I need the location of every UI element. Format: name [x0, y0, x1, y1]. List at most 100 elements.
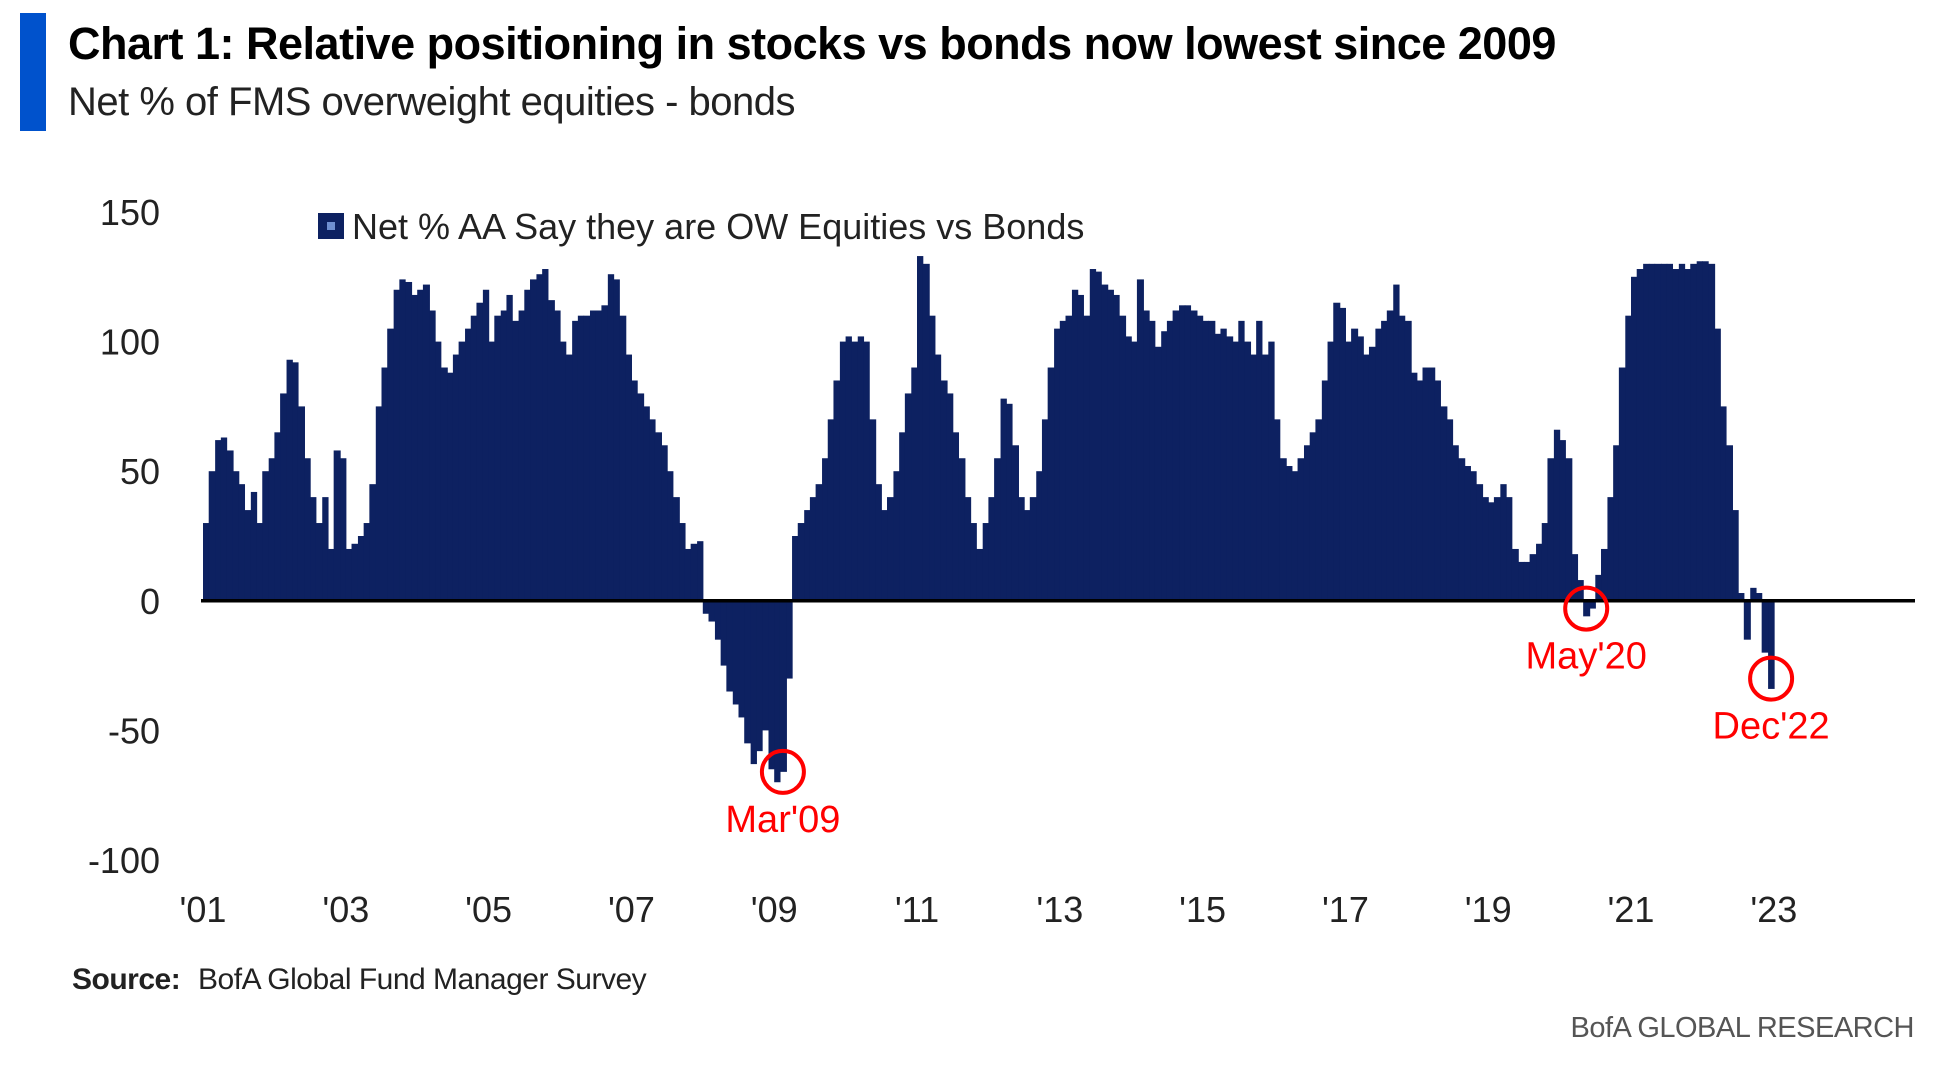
bar	[203, 523, 210, 601]
x-axis: '01 '03 '05 '07 '09 '11 '13 '15 '17 '19 '21 '23	[180, 889, 1798, 930]
y-tick-label: 50	[120, 451, 160, 492]
bar	[250, 491, 258, 601]
bar	[1482, 497, 1489, 601]
bar	[714, 600, 722, 640]
bar	[1154, 346, 1162, 601]
bar	[1720, 406, 1727, 601]
bar	[399, 279, 406, 601]
bar	[1261, 354, 1269, 601]
bar	[869, 419, 877, 601]
chart-canvas: 150 100 50 0 -50 -100 '01 '03 '05 '07 '09 '11 '13 '1…	[88, 192, 1915, 930]
bar	[208, 471, 216, 601]
bar	[1011, 445, 1019, 601]
bar	[679, 523, 686, 601]
bar	[887, 497, 895, 601]
bar	[1411, 372, 1418, 601]
bar	[804, 510, 811, 601]
bar	[940, 380, 948, 601]
x-tick-label: '19	[1465, 889, 1512, 930]
bar	[452, 354, 460, 601]
bar	[952, 432, 960, 601]
bar	[1184, 305, 1192, 601]
bar	[422, 284, 430, 601]
bar	[1458, 458, 1466, 601]
bar	[1250, 354, 1257, 601]
bar	[1351, 328, 1359, 601]
bar	[1446, 419, 1454, 601]
bar	[1339, 307, 1346, 601]
bar	[304, 458, 311, 601]
bar	[1714, 328, 1721, 601]
annotation-label: Mar'09	[725, 799, 840, 841]
bar	[637, 393, 645, 601]
legend-swatch-dot	[327, 222, 335, 230]
bar	[720, 600, 727, 666]
bar	[1428, 367, 1436, 601]
bar	[1375, 328, 1382, 601]
x-tick-label: '09	[751, 889, 798, 930]
bar	[506, 294, 513, 601]
bar	[297, 406, 305, 601]
bar	[1095, 271, 1102, 601]
bar	[904, 393, 912, 601]
bar	[1601, 548, 1609, 601]
source-label: Source:	[72, 963, 181, 996]
bar	[1196, 315, 1204, 601]
bar	[322, 497, 329, 601]
bar	[1268, 341, 1275, 601]
bar	[1321, 380, 1329, 601]
bar	[625, 354, 632, 601]
legend: Net % AA Say they are OW Equities vs Bon…	[318, 206, 1084, 247]
bar	[1732, 510, 1739, 601]
bar	[256, 523, 263, 601]
y-tick-label: 150	[100, 192, 160, 233]
bar	[417, 289, 424, 601]
bar	[435, 341, 442, 601]
bar	[1054, 328, 1061, 601]
bar	[833, 380, 841, 601]
bar	[1743, 600, 1751, 640]
bar	[1131, 341, 1138, 601]
bar	[786, 600, 793, 679]
bar	[1065, 315, 1073, 601]
bar	[369, 484, 377, 601]
bar	[268, 458, 275, 601]
bar	[982, 523, 989, 601]
bar	[929, 315, 936, 601]
bar	[1708, 263, 1716, 601]
bar	[1476, 484, 1484, 601]
bar	[643, 406, 650, 601]
bar	[1583, 600, 1591, 617]
bar	[732, 600, 740, 705]
bar	[1518, 561, 1525, 601]
bar	[536, 274, 543, 601]
bar	[1232, 341, 1239, 601]
bar	[1511, 548, 1519, 601]
bar	[1190, 310, 1198, 601]
bar	[654, 432, 662, 601]
bar	[1125, 336, 1132, 601]
bar	[393, 289, 400, 601]
bar	[1291, 471, 1299, 601]
bar	[238, 484, 246, 601]
bar	[411, 294, 418, 601]
bar	[1464, 466, 1471, 601]
bar	[1398, 315, 1406, 601]
bar	[1077, 294, 1084, 601]
x-tick-label: '03	[322, 889, 369, 930]
bar	[226, 450, 234, 601]
bar	[274, 432, 281, 601]
bar	[1690, 263, 1698, 601]
bar	[1589, 600, 1596, 609]
bar	[726, 600, 734, 692]
bar	[1368, 346, 1376, 601]
bar	[690, 543, 698, 601]
bar	[1493, 497, 1501, 601]
bar	[1625, 315, 1632, 601]
brand-footer: BofA GLOBAL RESEARCH	[1570, 1012, 1914, 1044]
bar	[1470, 471, 1477, 601]
bar	[215, 440, 222, 601]
bar	[1381, 320, 1388, 601]
bar	[1113, 294, 1120, 601]
bar	[1363, 354, 1370, 601]
